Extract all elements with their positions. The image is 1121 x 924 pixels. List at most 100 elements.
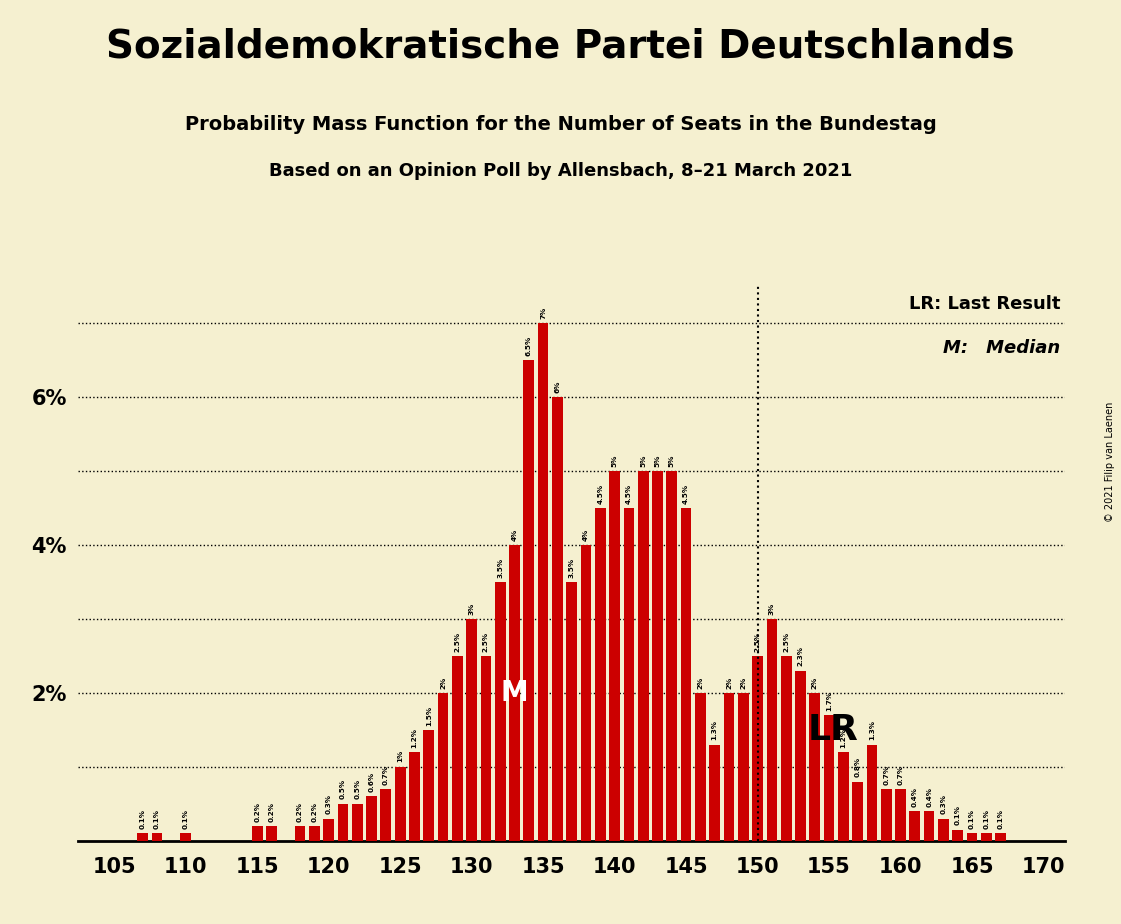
Bar [337, 804, 349, 841]
Text: 2%: 2% [726, 676, 732, 688]
Text: 1.7%: 1.7% [826, 691, 832, 711]
Text: 2%: 2% [697, 676, 703, 688]
Text: 0.2%: 0.2% [268, 802, 275, 821]
Text: 1.3%: 1.3% [712, 721, 717, 740]
Text: 0.8%: 0.8% [854, 757, 861, 777]
Bar [738, 693, 749, 841]
Text: 1.2%: 1.2% [841, 728, 846, 748]
Bar [867, 745, 878, 841]
Bar [581, 545, 592, 841]
Text: 0.4%: 0.4% [926, 787, 933, 807]
Text: M: M [501, 679, 528, 707]
Bar [623, 508, 634, 841]
Text: 2.5%: 2.5% [454, 631, 461, 651]
Bar [767, 619, 777, 841]
Text: 2%: 2% [441, 676, 446, 688]
Text: 2.3%: 2.3% [797, 647, 804, 666]
Bar [995, 833, 1006, 841]
Bar [938, 819, 948, 841]
Text: 0.7%: 0.7% [883, 765, 889, 784]
Text: 3%: 3% [469, 602, 474, 614]
Bar [138, 833, 148, 841]
Bar [953, 830, 963, 841]
Bar [266, 826, 277, 841]
Text: 7%: 7% [540, 307, 546, 319]
Text: 0.5%: 0.5% [340, 779, 346, 799]
Text: 3.5%: 3.5% [568, 557, 575, 578]
Text: 5%: 5% [669, 455, 675, 467]
Bar [852, 782, 863, 841]
Bar [424, 730, 434, 841]
Text: M: Median: M: Median [943, 339, 1060, 357]
Text: 0.4%: 0.4% [911, 787, 918, 807]
Text: Probability Mass Function for the Number of Seats in the Bundestag: Probability Mass Function for the Number… [185, 116, 936, 135]
Text: 0.2%: 0.2% [312, 802, 317, 821]
Bar [724, 693, 734, 841]
Text: 0.1%: 0.1% [998, 809, 1003, 829]
Text: 1.3%: 1.3% [869, 721, 876, 740]
Bar [151, 833, 163, 841]
Bar [380, 789, 391, 841]
Text: Sozialdemokratische Partei Deutschlands: Sozialdemokratische Partei Deutschlands [106, 28, 1015, 66]
Bar [652, 471, 663, 841]
Bar [666, 471, 677, 841]
Bar [481, 656, 491, 841]
Text: 0.3%: 0.3% [941, 795, 946, 814]
Text: 0.1%: 0.1% [154, 809, 160, 829]
Bar [367, 796, 377, 841]
Text: 0.6%: 0.6% [369, 772, 374, 792]
Bar [180, 833, 191, 841]
Text: 3%: 3% [769, 602, 775, 614]
Bar [552, 397, 563, 841]
Text: Based on an Opinion Poll by Allensbach, 8–21 March 2021: Based on an Opinion Poll by Allensbach, … [269, 162, 852, 179]
Text: 2.5%: 2.5% [784, 631, 789, 651]
Bar [909, 811, 920, 841]
Text: 4.5%: 4.5% [597, 483, 603, 504]
Bar [595, 508, 605, 841]
Text: LR: Last Result: LR: Last Result [908, 295, 1060, 312]
Bar [323, 819, 334, 841]
Bar [795, 671, 806, 841]
Text: 5%: 5% [612, 455, 618, 467]
Text: 0.1%: 0.1% [183, 809, 188, 829]
Text: 0.5%: 0.5% [354, 779, 360, 799]
Bar [395, 767, 406, 841]
Bar [638, 471, 649, 841]
Text: 6%: 6% [555, 381, 560, 393]
Text: 1%: 1% [397, 750, 404, 762]
Text: 3.5%: 3.5% [498, 557, 503, 578]
Bar [409, 752, 419, 841]
Text: 6.5%: 6.5% [526, 335, 531, 356]
Bar [966, 833, 978, 841]
Text: 4.5%: 4.5% [626, 483, 632, 504]
Text: LR: LR [807, 713, 859, 747]
Text: 2.5%: 2.5% [754, 631, 760, 651]
Text: 0.2%: 0.2% [254, 802, 260, 821]
Bar [295, 826, 305, 841]
Text: 2.5%: 2.5% [483, 631, 489, 651]
Bar [839, 752, 849, 841]
Text: 0.2%: 0.2% [297, 802, 303, 821]
Bar [881, 789, 891, 841]
Text: 0.1%: 0.1% [140, 809, 146, 829]
Bar [437, 693, 448, 841]
Text: 4%: 4% [583, 529, 589, 541]
Text: 0.1%: 0.1% [955, 806, 961, 825]
Bar [710, 745, 720, 841]
Text: © 2021 Filip van Laenen: © 2021 Filip van Laenen [1105, 402, 1115, 522]
Text: 4%: 4% [511, 529, 518, 541]
Bar [524, 360, 535, 841]
Text: 1.2%: 1.2% [411, 728, 417, 748]
Bar [509, 545, 520, 841]
Bar [352, 804, 362, 841]
Bar [781, 656, 791, 841]
Text: 5%: 5% [640, 455, 646, 467]
Bar [452, 656, 463, 841]
Bar [309, 826, 319, 841]
Text: 4.5%: 4.5% [683, 483, 689, 504]
Bar [680, 508, 692, 841]
Bar [896, 789, 906, 841]
Text: 0.1%: 0.1% [969, 809, 975, 829]
Bar [494, 582, 506, 841]
Text: 2%: 2% [812, 676, 817, 688]
